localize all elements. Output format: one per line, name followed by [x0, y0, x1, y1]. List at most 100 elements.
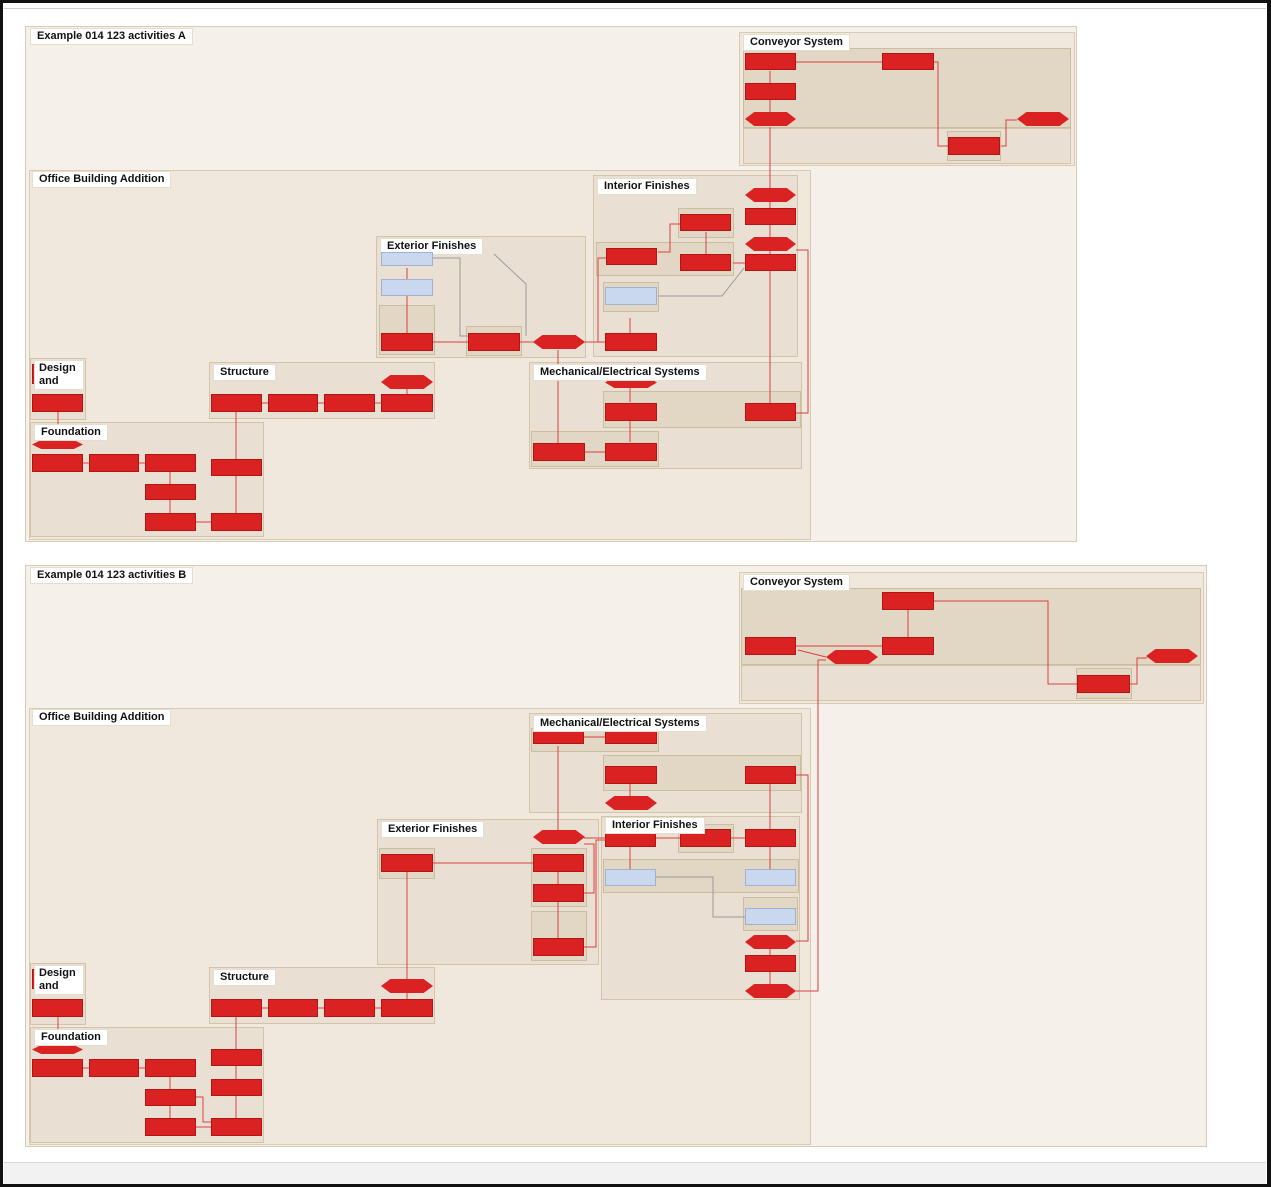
summary-activity-bar[interactable]: [381, 252, 433, 266]
activity-bar[interactable]: [89, 454, 139, 472]
activity-bar[interactable]: [533, 731, 584, 744]
milestone[interactable]: [533, 830, 585, 844]
activity-bar[interactable]: [533, 854, 584, 872]
group-label-mechanical-top: Mechanical/Electrical Systems: [534, 365, 706, 380]
status-bar: [4, 1162, 1266, 1184]
group-label-structure: Structure: [214, 970, 275, 985]
lane: [741, 665, 1201, 701]
group-label-structure: Structure: [214, 365, 275, 380]
group-label-conveyor: Conveyor System: [744, 35, 849, 50]
milestone[interactable]: [381, 375, 433, 389]
activity-bar[interactable]: [468, 333, 520, 351]
activity-bar[interactable]: [32, 1059, 83, 1077]
activity-bar[interactable]: [680, 829, 731, 847]
activity-bar[interactable]: [605, 766, 657, 784]
activity-bar[interactable]: [605, 403, 657, 421]
milestone[interactable]: [605, 377, 657, 388]
milestone[interactable]: [533, 335, 585, 349]
milestone[interactable]: [826, 650, 878, 664]
activity-bar[interactable]: [745, 829, 796, 847]
milestone[interactable]: [32, 1045, 83, 1054]
summary-activity-bar[interactable]: [605, 287, 657, 305]
milestone[interactable]: [32, 440, 83, 449]
activity-bar[interactable]: [32, 394, 83, 412]
activity-bar[interactable]: [745, 637, 796, 655]
milestone[interactable]: [745, 237, 796, 251]
activity-bar[interactable]: [605, 731, 657, 744]
milestone[interactable]: [745, 112, 796, 126]
activity-bar[interactable]: [211, 513, 262, 531]
activity-bar[interactable]: [211, 1049, 262, 1066]
summary-activity-bar[interactable]: [381, 279, 433, 296]
activity-bar[interactable]: [745, 83, 796, 100]
activity-bar[interactable]: [211, 1079, 262, 1096]
group-label-foundation: Foundation: [35, 1030, 107, 1045]
activity-bar[interactable]: [324, 999, 375, 1017]
activity-bar[interactable]: [745, 955, 796, 972]
group-label-office: Office Building Addition: [33, 710, 171, 725]
activity-bar[interactable]: [381, 999, 433, 1017]
activity-bar[interactable]: [211, 1118, 262, 1136]
summary-activity-bar[interactable]: [745, 869, 796, 886]
milestone[interactable]: [1017, 112, 1069, 126]
activity-bar[interactable]: [89, 1059, 139, 1077]
activity-bar[interactable]: [605, 333, 657, 351]
group-label-interior-top: Interior Finishes: [606, 818, 704, 833]
activity-bar[interactable]: [211, 999, 262, 1017]
activity-bar[interactable]: [324, 394, 375, 412]
activity-bar[interactable]: [145, 484, 196, 500]
activity-bar[interactable]: [680, 214, 731, 231]
activity-bar[interactable]: [533, 884, 584, 902]
group-label-design-top: Design and: [35, 361, 83, 389]
project-title: Example 014 123 activities B: [31, 568, 193, 583]
activity-bar[interactable]: [381, 394, 433, 412]
project-title: Example 014 123 activities A: [31, 29, 192, 44]
activity-bar[interactable]: [145, 1118, 196, 1136]
activity-bar[interactable]: [882, 637, 934, 655]
activity-bar[interactable]: [145, 1089, 196, 1106]
milestone[interactable]: [745, 188, 796, 202]
summary-activity-bar[interactable]: [605, 869, 656, 886]
activity-bar[interactable]: [533, 443, 585, 461]
activity-bar[interactable]: [268, 999, 318, 1017]
activity-bar[interactable]: [211, 394, 262, 412]
milestone[interactable]: [1146, 649, 1198, 663]
group-label-exterior: Exterior Finishes: [382, 822, 484, 837]
lane: [743, 128, 1071, 164]
group-label-office: Office Building Addition: [33, 172, 171, 187]
activity-bar[interactable]: [211, 459, 262, 476]
activity-bar[interactable]: [268, 394, 318, 412]
milestone[interactable]: [605, 796, 657, 810]
group-label-foundation-top: Foundation: [35, 425, 107, 440]
activity-bar[interactable]: [882, 592, 934, 610]
activity-bar[interactable]: [948, 137, 1000, 155]
activity-bar[interactable]: [32, 999, 83, 1017]
activity-bar[interactable]: [745, 208, 796, 225]
group-label-conveyor: Conveyor System: [744, 575, 849, 590]
activity-bar[interactable]: [145, 454, 196, 472]
activity-bar[interactable]: [32, 454, 83, 472]
activity-bar[interactable]: [533, 938, 584, 956]
activity-bar[interactable]: [882, 53, 934, 70]
group-label-design: Design and: [35, 966, 83, 994]
activity-bar[interactable]: [381, 333, 433, 351]
activity-bar[interactable]: [606, 248, 657, 265]
activity-bar[interactable]: [145, 513, 196, 531]
top-divider: [4, 8, 1266, 9]
activity-bar[interactable]: [745, 53, 796, 70]
activity-bar[interactable]: [745, 766, 796, 784]
milestone[interactable]: [381, 979, 433, 993]
group-label-interior: Interior Finishes: [598, 179, 696, 194]
lane: [741, 588, 1201, 665]
activity-bar[interactable]: [605, 443, 657, 461]
activity-bar[interactable]: [745, 403, 796, 421]
activity-bar[interactable]: [381, 854, 433, 872]
activity-bar[interactable]: [145, 1059, 196, 1077]
milestone[interactable]: [745, 935, 796, 949]
activity-bar[interactable]: [745, 254, 796, 271]
milestone[interactable]: [745, 984, 796, 998]
activity-bar[interactable]: [1077, 675, 1130, 693]
summary-activity-bar[interactable]: [745, 908, 796, 925]
activity-bar[interactable]: [680, 254, 731, 271]
